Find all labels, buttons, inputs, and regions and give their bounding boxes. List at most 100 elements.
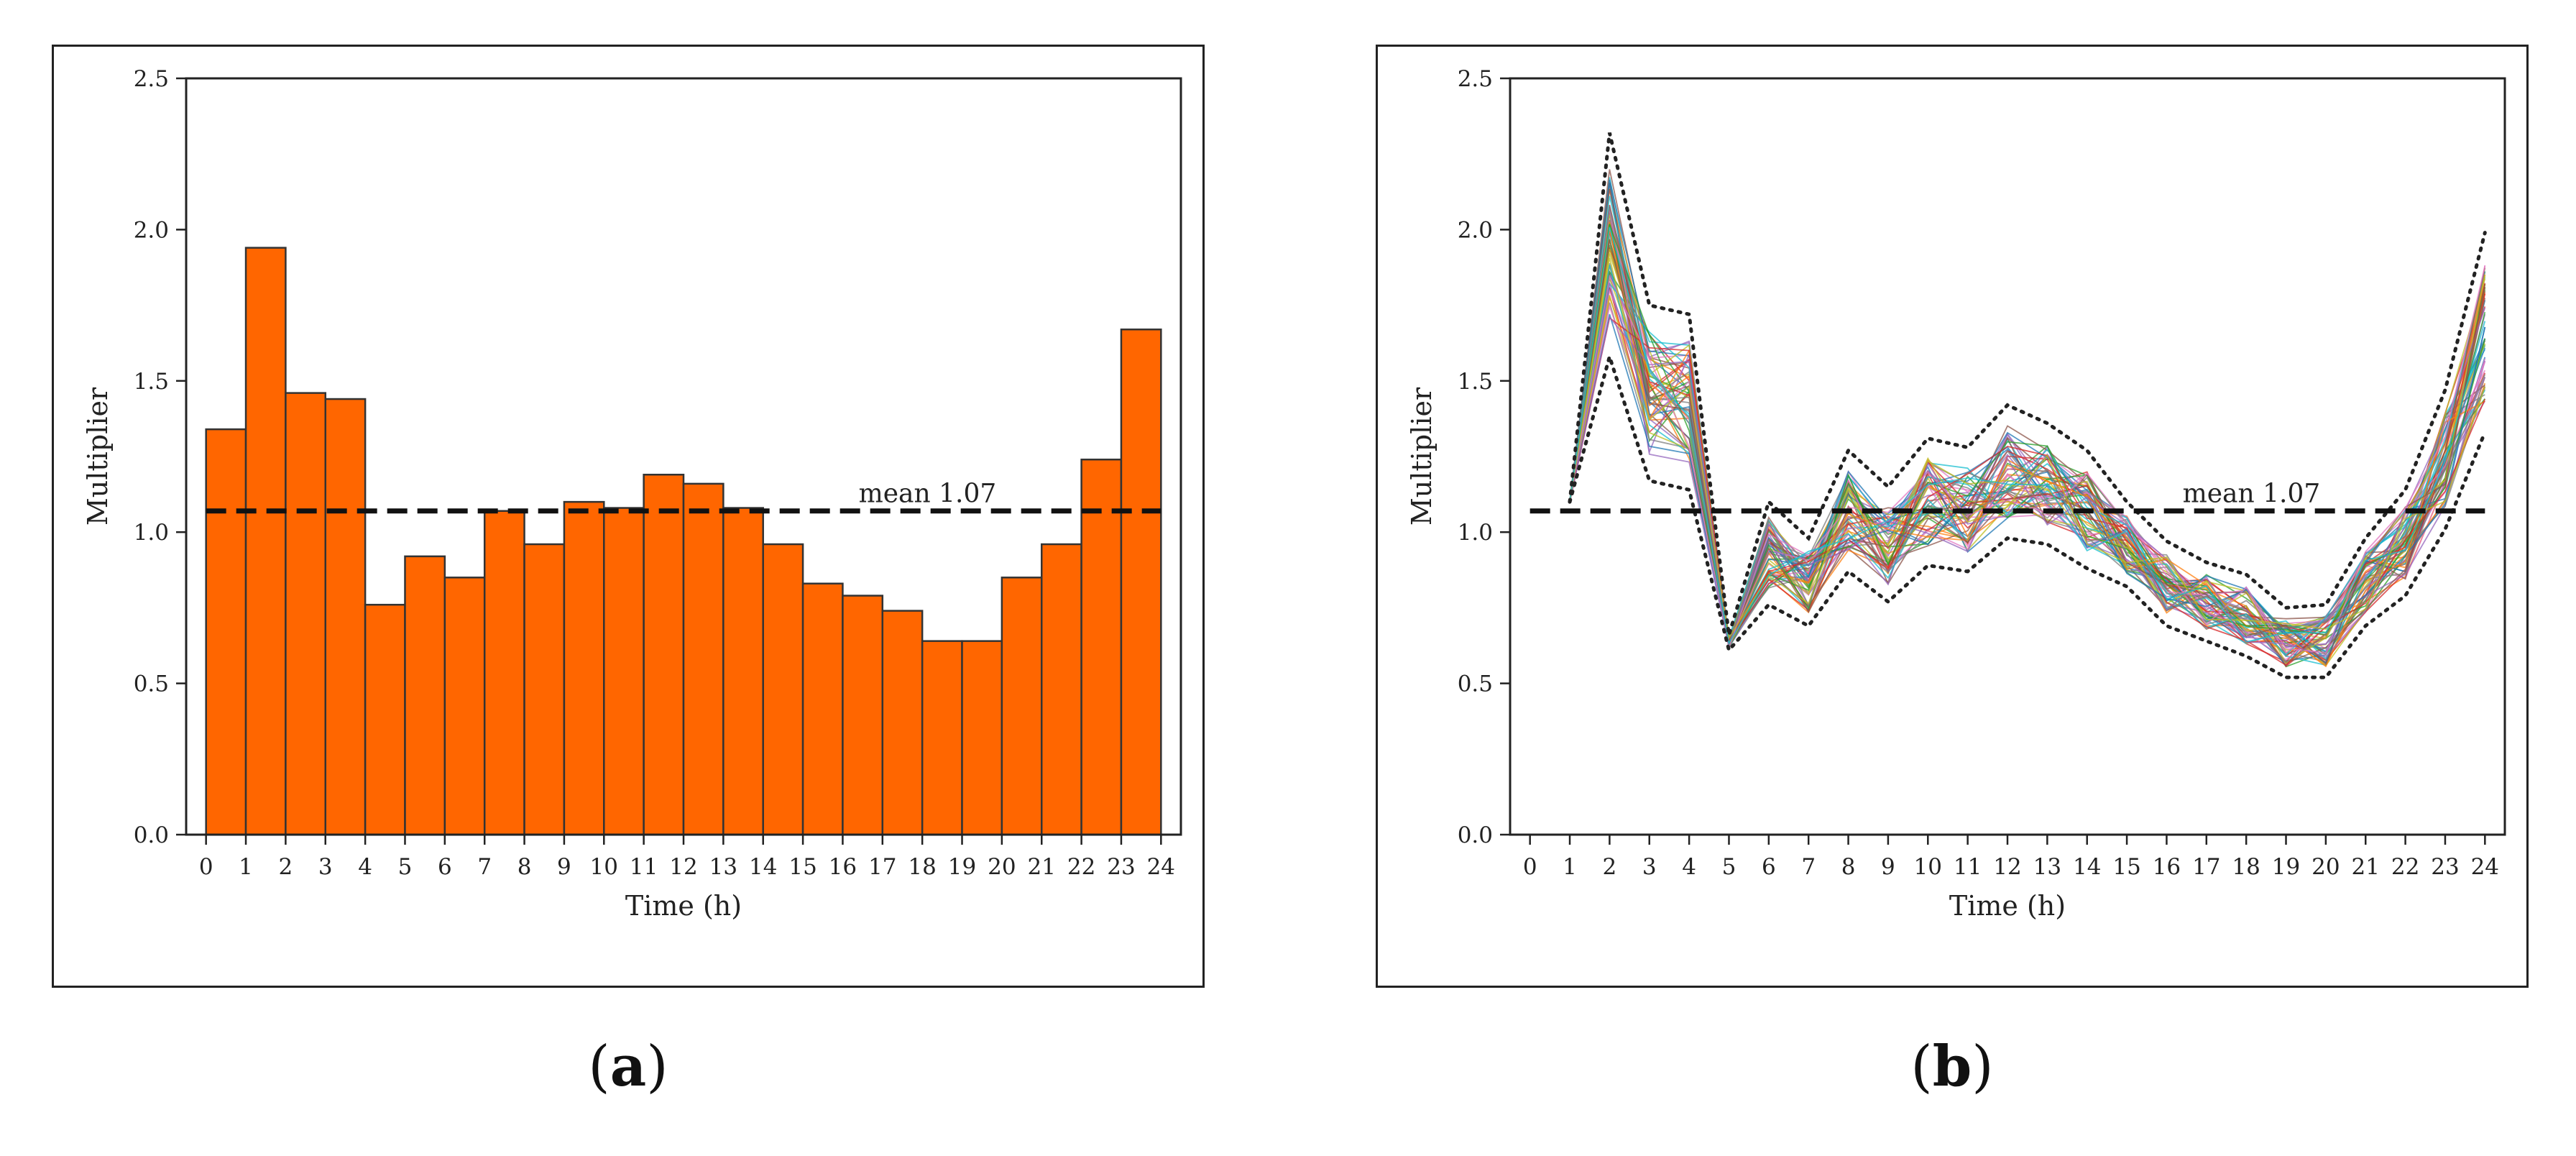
x-tick-label: 1 bbox=[239, 854, 253, 880]
bar bbox=[722, 507, 764, 836]
caption-a: (a) bbox=[588, 1034, 668, 1099]
bar bbox=[404, 555, 446, 836]
y-tick-label: 0.5 bbox=[134, 671, 169, 697]
realization-line bbox=[1569, 208, 2486, 649]
x-tick-label: 20 bbox=[988, 854, 1016, 880]
x-tick-label: 3 bbox=[318, 854, 333, 880]
realization-line bbox=[1569, 209, 2486, 648]
plot-border bbox=[185, 77, 1182, 836]
x-tick-label: 10 bbox=[1914, 854, 1942, 880]
x-tick-label: 19 bbox=[948, 854, 976, 880]
y-tick-label: 2.0 bbox=[134, 217, 169, 243]
x-tick-label: 5 bbox=[398, 854, 413, 880]
x-tick-label: 16 bbox=[2153, 854, 2181, 880]
bar bbox=[643, 473, 685, 836]
x-tick-label: 8 bbox=[1841, 854, 1856, 880]
realization-line bbox=[1569, 180, 2486, 653]
realization-line bbox=[1569, 204, 2486, 645]
caption-a-letter: a bbox=[610, 1034, 647, 1099]
bar bbox=[483, 510, 525, 836]
x-tick-label: 7 bbox=[1801, 854, 1816, 880]
caption-b-letter: b bbox=[1932, 1034, 1972, 1099]
x-tick-label: 12 bbox=[669, 854, 697, 880]
x-tick-label: 15 bbox=[788, 854, 816, 880]
realization-line bbox=[1569, 224, 2486, 646]
x-tick-label: 22 bbox=[1067, 854, 1095, 880]
bar-chart-a: 0.00.51.01.52.02.50 1 2 3 4 5 6 7 8 9 10 11 12 13 14 15… bbox=[82, 66, 1182, 922]
realization-line bbox=[1569, 188, 2486, 643]
x-tick-label: 22 bbox=[2391, 854, 2419, 880]
bar bbox=[285, 392, 327, 836]
bar bbox=[881, 610, 924, 836]
x-tick-label: 10 bbox=[590, 854, 618, 880]
bar bbox=[801, 582, 844, 836]
x-tick-label: 8 bbox=[518, 854, 532, 880]
y-tick-label: 1.0 bbox=[134, 520, 169, 546]
x-tick-label: 12 bbox=[1993, 854, 2021, 880]
x-tick-label: 24 bbox=[2471, 854, 2499, 880]
x-tick-label: 24 bbox=[1147, 854, 1175, 880]
bar bbox=[364, 603, 406, 836]
x-tick-label: 11 bbox=[1954, 854, 1982, 880]
bar bbox=[205, 428, 247, 836]
x-tick-label: 13 bbox=[2033, 854, 2061, 880]
x-tick-label: 14 bbox=[2073, 854, 2101, 880]
realization-line bbox=[1569, 209, 2485, 643]
realization-line bbox=[1569, 214, 2486, 644]
x-tick-label: 7 bbox=[477, 854, 492, 880]
envelope-upper bbox=[1568, 132, 2487, 636]
bar bbox=[523, 543, 566, 836]
y-tick-label: 1.5 bbox=[1458, 369, 1493, 395]
y-tick-label: 0.0 bbox=[134, 822, 169, 848]
x-tick-label: 14 bbox=[749, 854, 777, 880]
bar bbox=[1080, 458, 1123, 836]
x-tick-label: 21 bbox=[1028, 854, 1056, 880]
x-tick-label: 0 bbox=[1523, 854, 1537, 880]
y-tick-label: 2.5 bbox=[134, 66, 169, 92]
mean-label: mean 1.07 bbox=[859, 480, 997, 509]
bar bbox=[842, 595, 884, 836]
x-tick-label: 11 bbox=[630, 854, 658, 880]
x-tick-label: 20 bbox=[2312, 854, 2340, 880]
x-axis-label: Time (h) bbox=[1949, 890, 2066, 922]
x-tick-label: 1 bbox=[1563, 854, 1577, 880]
mean-label: mean 1.07 bbox=[2183, 480, 2321, 509]
realization-line bbox=[1569, 226, 2486, 646]
x-tick-label: 3 bbox=[1642, 854, 1657, 880]
bar bbox=[1040, 543, 1082, 836]
line-chart-b: 0.00.51.01.52.02.50 1 2 3 4 5 6 7 8 9 10 11 12 13 14 15… bbox=[1406, 66, 2506, 922]
bar bbox=[603, 507, 645, 836]
realization-lines bbox=[1569, 169, 2486, 668]
y-axis-label: Multiplier bbox=[1406, 387, 1438, 526]
x-tick-label: 21 bbox=[2352, 854, 2380, 880]
realization-line bbox=[1569, 219, 2486, 643]
bar bbox=[324, 398, 367, 836]
x-tick-label: 23 bbox=[2431, 854, 2459, 880]
x-tick-label: 5 bbox=[1722, 854, 1736, 880]
x-tick-label: 6 bbox=[438, 854, 452, 880]
y-tick-label: 2.5 bbox=[1458, 66, 1493, 92]
caption-b: (b) bbox=[1910, 1034, 1994, 1099]
x-tick-label: 17 bbox=[868, 854, 896, 880]
x-tick-label: 4 bbox=[1682, 854, 1696, 880]
x-tick-label: 13 bbox=[709, 854, 737, 880]
x-tick-label: 2 bbox=[1603, 854, 1617, 880]
bar bbox=[443, 577, 486, 836]
realization-line bbox=[1569, 206, 2486, 641]
realization-line bbox=[1569, 220, 2486, 640]
x-tick-label: 15 bbox=[2112, 854, 2140, 880]
bar bbox=[921, 640, 963, 836]
x-tick-label: 2 bbox=[279, 854, 293, 880]
envelope-lower bbox=[1568, 350, 2487, 679]
bar bbox=[682, 482, 724, 836]
bar bbox=[244, 247, 287, 836]
realization-line bbox=[1569, 219, 2486, 643]
y-tick-label: 0.5 bbox=[1458, 671, 1493, 697]
y-tick-label: 1.0 bbox=[1458, 520, 1493, 546]
chart-panel-b: 0.0 0.5 1.0 1.5 2.0 2.5 0 1 2 3 4 5 6 7 8 9 10 11 12 13 14 15… bbox=[1376, 45, 2529, 988]
bar bbox=[1120, 329, 1162, 836]
y-tick-label: 1.5 bbox=[134, 369, 169, 395]
y-tick-label: 0.0 bbox=[1458, 822, 1493, 848]
x-tick-label: 18 bbox=[908, 854, 936, 880]
bar bbox=[563, 500, 605, 836]
